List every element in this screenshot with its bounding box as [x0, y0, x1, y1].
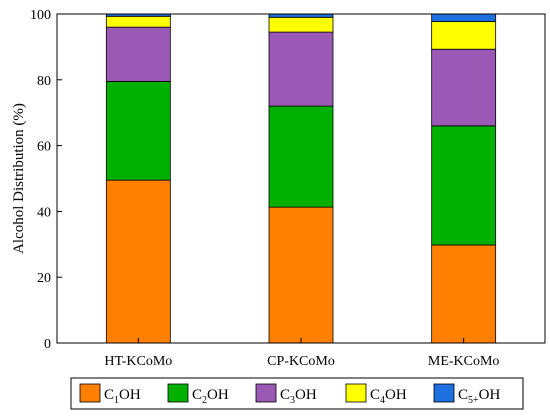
- bar-segment-c4oh-ht-kcomo: [105, 15, 171, 28]
- bar-segment-c2oh-me-kcomo: [431, 125, 497, 246]
- legend-swatch: [167, 383, 189, 403]
- y-tick-label: 20: [37, 271, 51, 286]
- legend-label-base: C: [280, 387, 290, 403]
- bar-segment-c3oh-ht-kcomo: [105, 26, 171, 82]
- x-tick-label: CP-KCoMo: [267, 354, 335, 369]
- legend-label: C2OH: [192, 387, 229, 406]
- legend-label-base: C: [458, 387, 468, 403]
- legend-label-base: C: [104, 387, 114, 403]
- legend-label-tail: OH: [119, 387, 141, 403]
- legend-label-tail: OH: [479, 387, 501, 403]
- bar-segment-c3oh-me-kcomo: [431, 48, 497, 127]
- legend-label-subscript: 5+: [468, 395, 479, 406]
- bar-segment-c5plusoh-me-kcomo: [431, 13, 497, 22]
- legend-label-base: C: [192, 387, 202, 403]
- legend-label-subscript: 4: [380, 395, 385, 406]
- legend-label-subscript: 2: [202, 395, 207, 406]
- y-tick-label: 80: [37, 74, 51, 89]
- legend-label-base: C: [370, 387, 380, 403]
- bar-segment-c2oh-ht-kcomo: [105, 81, 171, 181]
- bars-layer: [105, 13, 497, 344]
- bar-segment-c1oh-me-kcomo: [431, 244, 497, 344]
- legend-label: C1OH: [104, 387, 141, 406]
- legend-label-subscript: 3: [290, 395, 295, 406]
- legend-swatch: [433, 383, 455, 403]
- x-tick-labels: HT-KCoMo CP-KCoMo ME-KCoMo: [104, 338, 499, 369]
- legend-label: C3OH: [280, 387, 317, 406]
- x-tick-label: HT-KCoMo: [104, 354, 172, 369]
- legend-label-tail: OH: [385, 387, 407, 403]
- y-tick-label: 100: [30, 8, 51, 23]
- legend-label-tail: OH: [207, 387, 229, 403]
- y-tick-label: 60: [37, 140, 51, 155]
- legend-label-subscript: 1: [114, 395, 119, 406]
- legend-label-tail: OH: [295, 387, 317, 403]
- bar-segment-c4oh-me-kcomo: [431, 21, 497, 50]
- y-axis-label: Alcohol Distribution (%): [11, 103, 27, 254]
- bar-segment-c2oh-cp-kcomo: [268, 105, 334, 208]
- x-tick-label: ME-KCoMo: [428, 354, 500, 369]
- legend: C1OH C2OH C3OH C4OH C5+OH: [70, 377, 524, 410]
- y-ticks: 0 20 40 60 80 100: [30, 8, 62, 352]
- legend-label: C5+OH: [458, 387, 500, 406]
- bar-segment-c1oh-cp-kcomo: [268, 206, 334, 344]
- legend-swatch: [255, 383, 277, 403]
- y-tick-label: 0: [44, 337, 51, 352]
- bar-segment-c1oh-ht-kcomo: [105, 179, 171, 344]
- legend-swatch: [345, 383, 367, 403]
- bar-segment-c3oh-cp-kcomo: [268, 31, 334, 107]
- y-tick-label: 40: [37, 205, 51, 220]
- legend-label: C4OH: [370, 387, 407, 406]
- bar-segment-c4oh-cp-kcomo: [268, 16, 334, 33]
- legend-swatch: [79, 383, 101, 403]
